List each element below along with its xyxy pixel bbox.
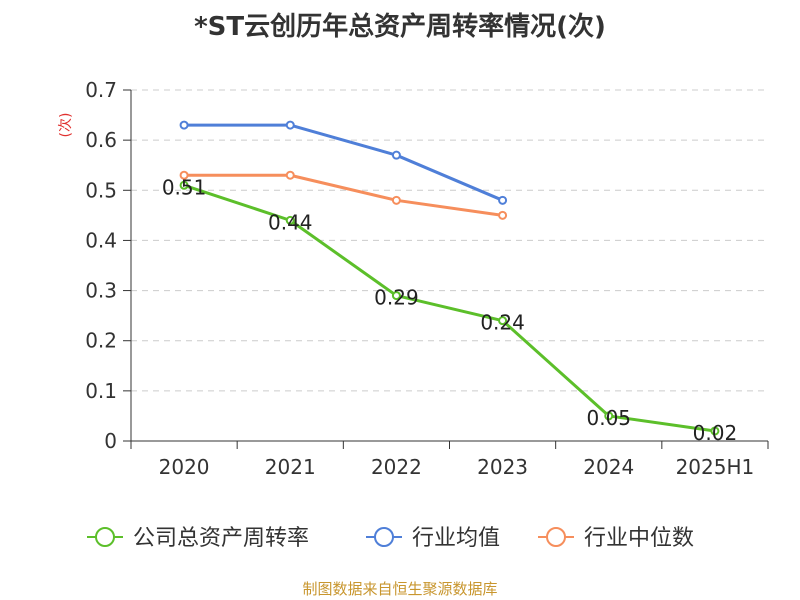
x-tick-label: 2023 (477, 455, 528, 479)
series-line (184, 123, 504, 202)
data-point[interactable] (391, 291, 401, 301)
grid (131, 89, 768, 392)
legend-label: 公司总资产周转率 (133, 526, 309, 551)
legend-marker (95, 527, 115, 547)
y-tick-label: 0.6 (85, 128, 117, 152)
legend-marker (546, 527, 566, 547)
data-label: 0.29 (374, 286, 419, 310)
y-tick-label: 0.2 (85, 329, 117, 353)
source-note: 制图数据来自恒生聚源数据库 (302, 580, 498, 598)
y-tick-label: 0.7 (85, 78, 117, 102)
legend-marker (374, 527, 394, 547)
x-tick-label: 2022 (371, 455, 422, 479)
data-point[interactable] (285, 215, 295, 225)
legend-item[interactable]: 行业中位数 (538, 526, 694, 551)
data-label: 0.24 (480, 311, 525, 335)
data-point[interactable] (179, 120, 189, 130)
data-label: 0.05 (586, 406, 631, 430)
y-tick-label: 0.5 (85, 178, 117, 202)
data-point[interactable] (498, 210, 508, 220)
y-tick-label: 0.1 (85, 379, 117, 403)
data-point[interactable] (179, 170, 189, 180)
legend-label: 行业中位数 (584, 526, 694, 551)
y-axis-title: (次) (58, 113, 74, 138)
data-point[interactable] (604, 411, 614, 421)
y-tick-label: 0 (104, 429, 117, 453)
series-line (184, 173, 503, 217)
y-tick-label: 0.4 (85, 228, 117, 252)
data-label: 0.02 (693, 421, 738, 445)
data-label: 0.44 (268, 210, 313, 234)
legend-label: 行业均值 (412, 526, 500, 551)
data-label: 0.51 (162, 175, 207, 199)
chart-title: *ST云创历年总资产周转率情况(次) (194, 12, 606, 42)
data-point[interactable] (710, 426, 720, 436)
data-labels: 0.51 0.44 0.29 0.24 0.05 0.02 (162, 175, 737, 445)
legend[interactable]: 公司总资产周转率 行业均值 行业中位数 (87, 526, 694, 551)
data-point[interactable] (179, 180, 189, 190)
x-tick-label: 2024 (583, 455, 634, 479)
series (179, 120, 720, 436)
legend-item[interactable]: 公司总资产周转率 (87, 526, 309, 551)
data-point[interactable] (498, 316, 508, 326)
series-line (183, 183, 716, 433)
data-point[interactable] (285, 170, 295, 180)
data-point[interactable] (285, 120, 295, 130)
x-tick-label: 2025H1 (676, 455, 755, 479)
axes: (次) 0 0.1 0.2 0.3 0.4 0.5 0.6 0.7 2020 2021 2022 20… (58, 78, 769, 479)
y-tick-label: 0.3 (85, 279, 117, 303)
x-tick-label: 2020 (159, 455, 210, 479)
data-point[interactable] (391, 195, 401, 205)
legend-item[interactable]: 行业均值 (366, 526, 500, 551)
data-point[interactable] (498, 195, 508, 205)
x-tick-label: 2021 (265, 455, 316, 479)
data-point[interactable] (391, 150, 401, 160)
